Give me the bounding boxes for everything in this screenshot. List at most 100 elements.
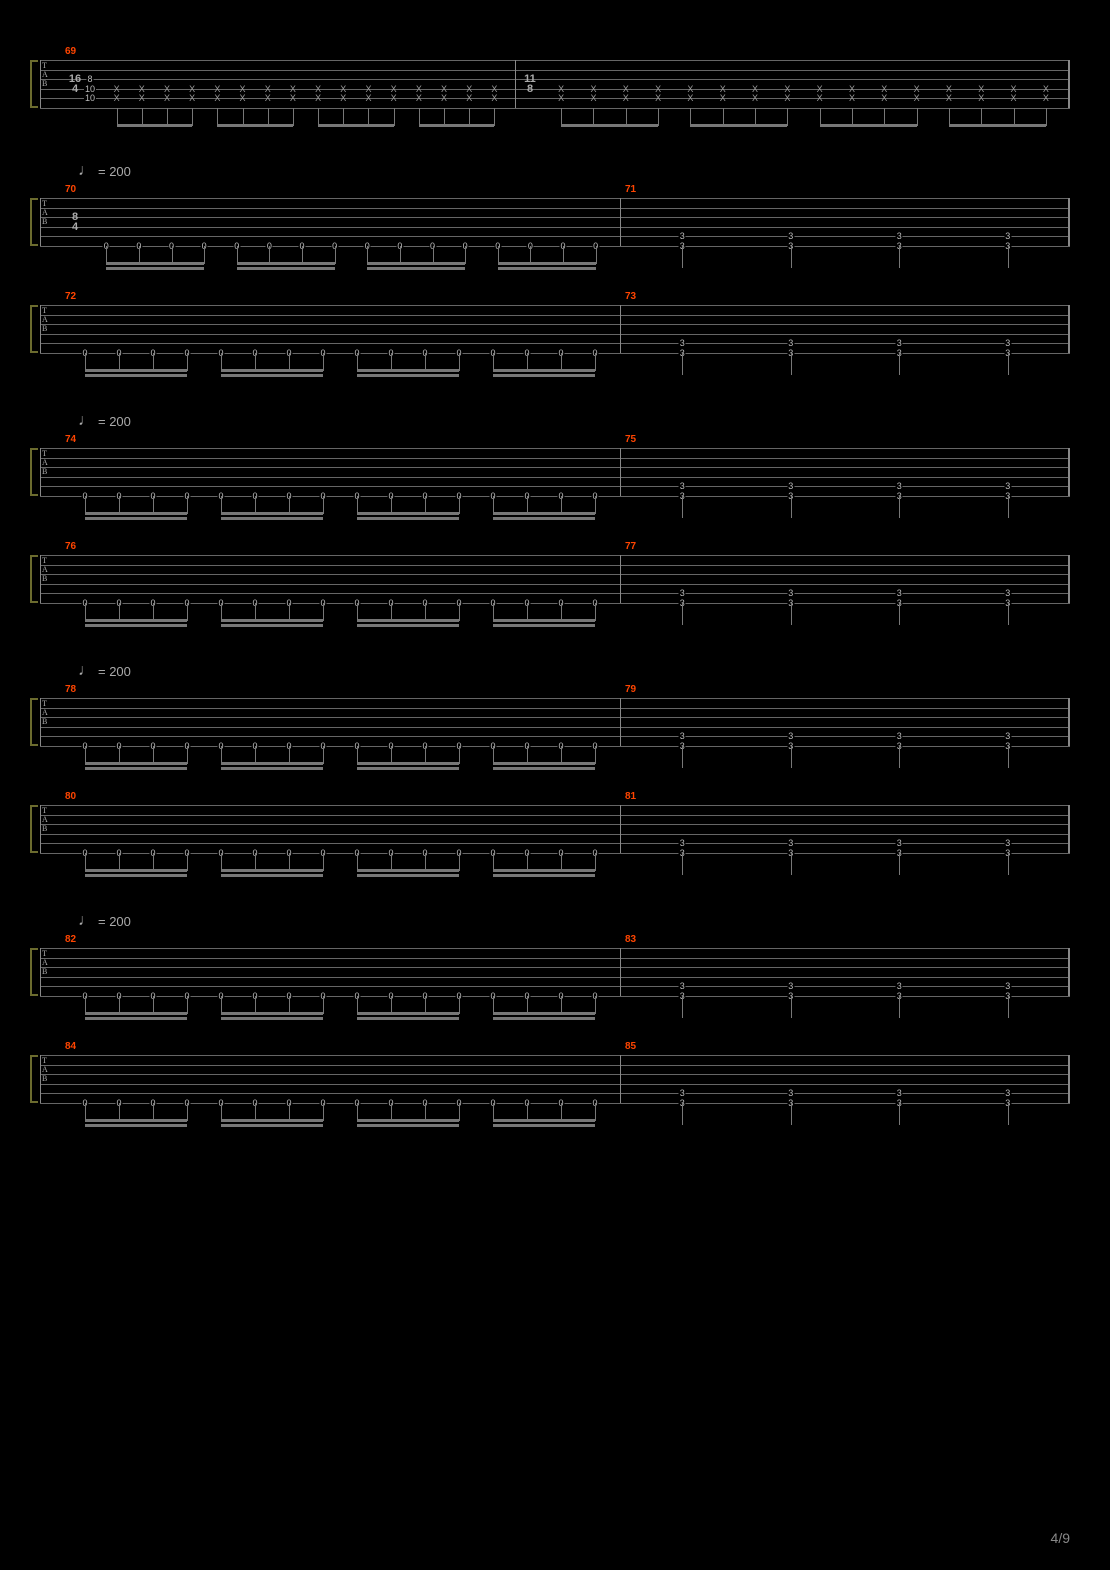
muted-note: X (441, 94, 447, 103)
beam (357, 619, 459, 622)
beam (493, 624, 595, 627)
system-brace (30, 305, 38, 353)
note-stem (323, 746, 324, 764)
muted-note: X (849, 94, 855, 103)
beam (419, 124, 495, 127)
note-stem (658, 108, 659, 126)
beam (493, 517, 595, 520)
tempo-value: = 200 (98, 914, 131, 929)
beam (493, 512, 595, 515)
muted-note: X (214, 94, 220, 103)
beam (493, 1119, 595, 1122)
note-stem (682, 353, 683, 375)
note-stem (595, 1103, 596, 1121)
beam (367, 267, 465, 270)
muted-note: X (189, 94, 195, 103)
barline (620, 948, 621, 996)
beam (493, 767, 595, 770)
note-stem (899, 1103, 900, 1125)
muted-note: X (623, 94, 629, 103)
note-stem (682, 496, 683, 518)
staff-lines (40, 198, 1070, 246)
beam (357, 767, 459, 770)
note-stem (459, 853, 460, 871)
note-stem (192, 108, 193, 126)
fret-number: 10 (84, 94, 96, 103)
bar-number: 82 (65, 934, 76, 945)
beam (85, 624, 187, 627)
note-stem (394, 108, 395, 126)
quarter-note-icon: ♩ (78, 662, 94, 680)
beam (493, 619, 595, 622)
note-stem (899, 246, 900, 268)
beam (357, 369, 459, 372)
note-stem (323, 353, 324, 371)
system-brace (30, 805, 38, 853)
beam (493, 762, 595, 765)
muted-note: X (817, 94, 823, 103)
system-brace (30, 555, 38, 603)
note-stem (682, 246, 683, 268)
note-stem (465, 246, 466, 264)
note-stem (595, 853, 596, 871)
note-stem (187, 353, 188, 371)
beam (85, 874, 187, 877)
beam (85, 1017, 187, 1020)
barline (1068, 948, 1070, 996)
tab-system: TAB7400000000000000007533333333 (40, 448, 1070, 528)
system-brace (30, 448, 38, 496)
note-stem (323, 603, 324, 621)
beam (498, 267, 596, 270)
staff-lines (40, 448, 1070, 496)
note-stem (459, 353, 460, 371)
note-stem (187, 746, 188, 764)
beam (357, 1124, 459, 1127)
muted-note: X (290, 94, 296, 103)
beam (221, 624, 323, 627)
muted-note: X (687, 94, 693, 103)
muted-note: X (340, 94, 346, 103)
muted-note: X (655, 94, 661, 103)
beam (357, 762, 459, 765)
tab-system: TAB7800000000000000007933333333 (40, 698, 1070, 778)
beam (493, 374, 595, 377)
beam (106, 262, 204, 265)
bar-number: 85 (625, 1041, 636, 1052)
note-stem (323, 996, 324, 1014)
beam (221, 767, 323, 770)
note-stem (459, 1103, 460, 1121)
note-stem (899, 853, 900, 875)
note-stem (494, 108, 495, 126)
barline (620, 555, 621, 603)
system-brace (30, 198, 38, 246)
barline (40, 448, 41, 496)
beam (357, 512, 459, 515)
note-stem (1008, 996, 1009, 1018)
barline (620, 1055, 621, 1103)
note-stem (791, 746, 792, 768)
beam (493, 874, 595, 877)
beam (85, 369, 187, 372)
note-stem (293, 108, 294, 126)
beam (318, 124, 394, 127)
note-stem (187, 603, 188, 621)
bar-number: 70 (65, 184, 76, 195)
beam (85, 517, 187, 520)
page-number: 4/9 (1051, 1530, 1070, 1546)
beam (357, 1119, 459, 1122)
note-stem (791, 1103, 792, 1125)
beam (237, 262, 335, 265)
note-stem (187, 853, 188, 871)
note-stem (595, 496, 596, 514)
barline (620, 698, 621, 746)
bar-number: 77 (625, 541, 636, 552)
beam (367, 262, 465, 265)
beam (357, 517, 459, 520)
beam (357, 874, 459, 877)
note-stem (899, 996, 900, 1018)
muted-note: X (164, 94, 170, 103)
quarter-note-icon: ♩ (78, 412, 94, 430)
staff-lines (40, 698, 1070, 746)
tempo-marking: ♩= 200 (78, 662, 131, 680)
beam (85, 869, 187, 872)
